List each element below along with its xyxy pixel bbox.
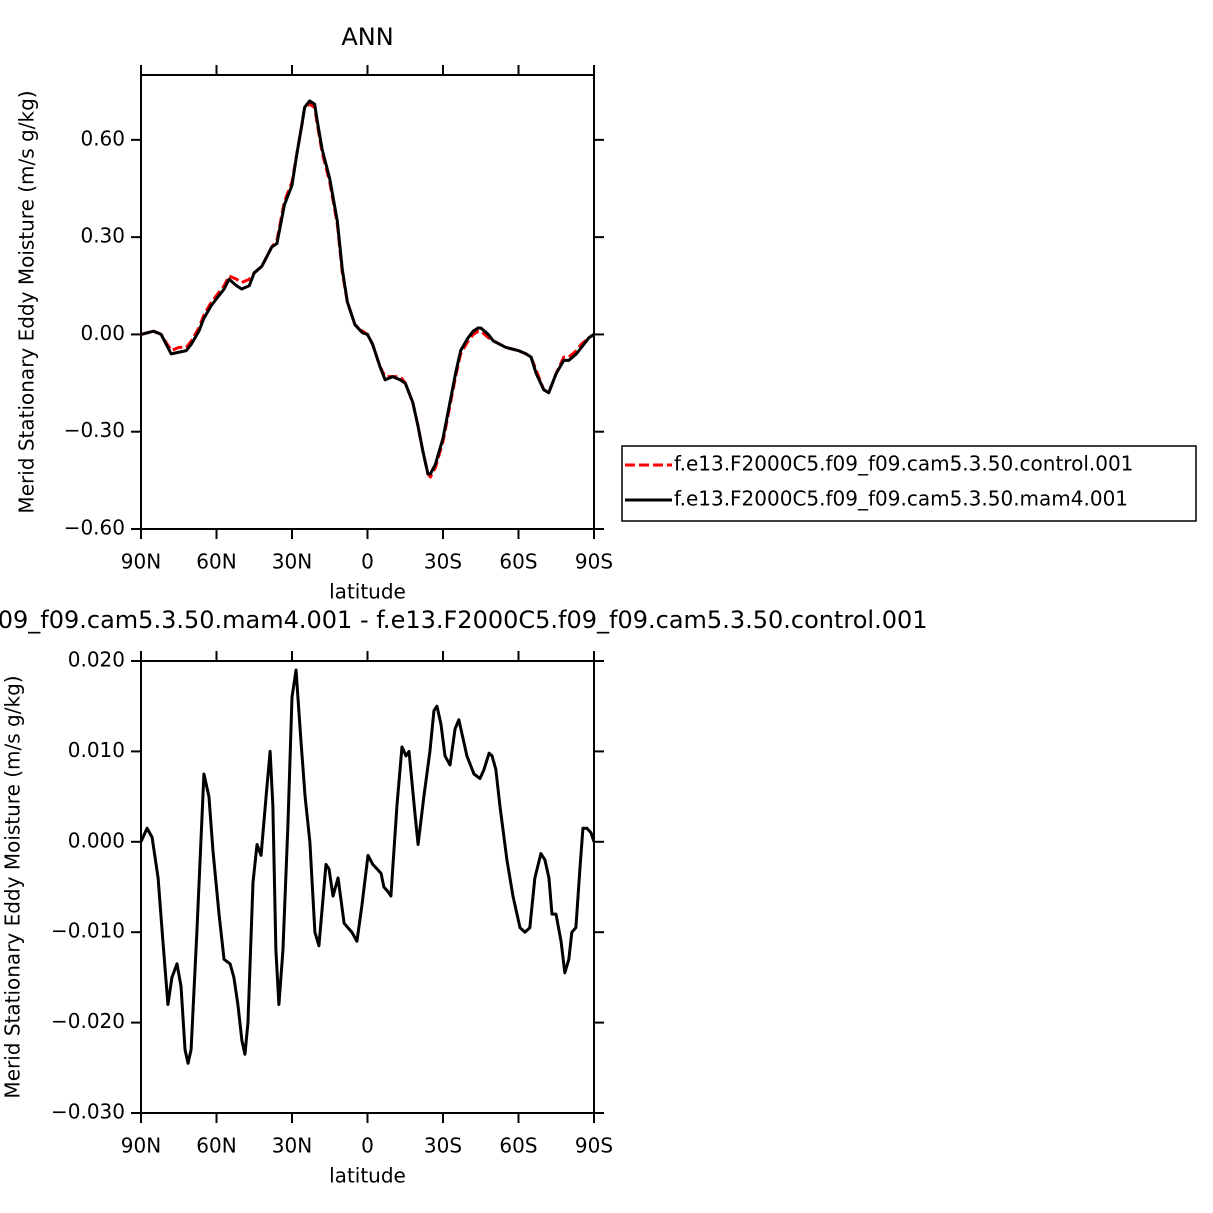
chart-title: f.e13.F2000C5.f09_f09.cam5.3.50.mam4.001…: [0, 606, 928, 634]
y-tick-label: −0.30: [64, 418, 125, 442]
x-tick-label: 60N: [196, 550, 236, 574]
x-tick-label: 30S: [424, 550, 462, 574]
y-tick-label: 0.60: [80, 126, 125, 150]
legend-box: [621, 445, 1197, 522]
x-tick-label: 90S: [575, 1134, 613, 1158]
y-axis-label: Merid Stationary Eddy Moisture (m/s g/kg…: [15, 90, 39, 513]
data-line: [139, 668, 596, 1065]
data-line: [140, 99, 595, 476]
legend-label: f.e13.F2000C5.f09_f09.cam5.3.50.control.…: [674, 452, 1133, 476]
y-tick-label: 0.00: [80, 321, 125, 345]
y-tick-label: −0.010: [51, 919, 125, 943]
data-line: [140, 102, 595, 479]
x-tick-label: 90N: [121, 1134, 161, 1158]
x-tick-label: 0: [361, 550, 374, 574]
y-tick-label: −0.020: [51, 1009, 125, 1033]
x-tick-label: 30N: [272, 550, 312, 574]
x-tick-label: 30N: [272, 1134, 312, 1158]
y-tick-label: 0.010: [68, 738, 125, 762]
x-tick-label: 90S: [575, 550, 613, 574]
y-axis-label: Merid Stationary Eddy Moisture (m/s g/kg…: [1, 675, 25, 1098]
y-tick-label: −0.030: [51, 1100, 125, 1124]
legend-label: f.e13.F2000C5.f09_f09.cam5.3.50.mam4.001: [674, 487, 1128, 511]
x-tick-label: 0: [361, 1134, 374, 1158]
x-tick-label: 60S: [499, 550, 537, 574]
plot-frame: [140, 660, 595, 1114]
y-tick-label: 0.30: [80, 224, 125, 248]
x-tick-label: 60S: [499, 1134, 537, 1158]
y-tick-label: 0.000: [68, 828, 125, 852]
chart-title: ANN: [341, 23, 393, 51]
y-tick-label: 0.020: [68, 648, 125, 672]
x-tick-label: 60N: [196, 1134, 236, 1158]
x-tick-label: 90N: [121, 550, 161, 574]
x-axis-label: latitude: [329, 1164, 406, 1188]
x-axis-label: latitude: [329, 580, 406, 604]
x-tick-label: 30S: [424, 1134, 462, 1158]
plot-frame: [140, 74, 595, 530]
y-tick-label: −0.60: [64, 516, 125, 540]
